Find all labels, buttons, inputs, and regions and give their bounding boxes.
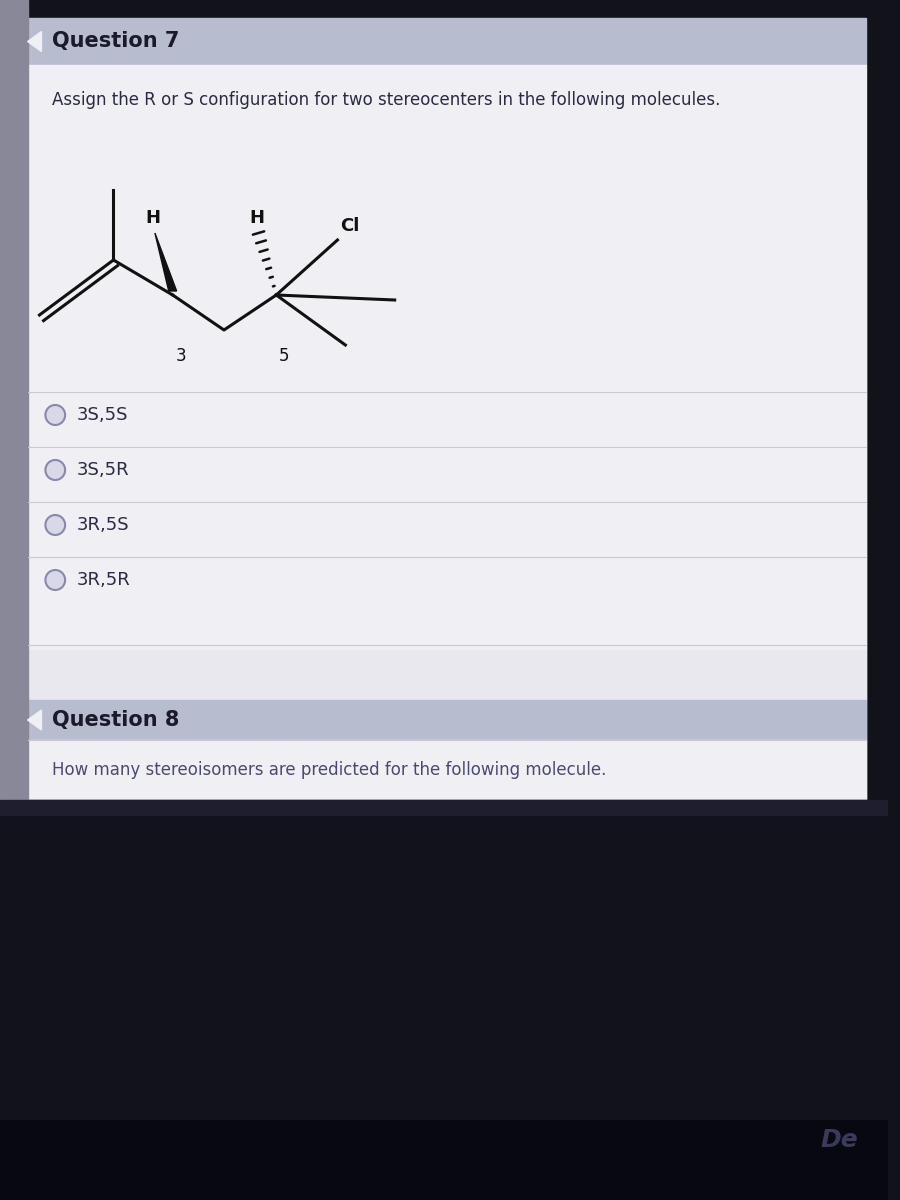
Text: H: H [249,209,264,227]
FancyBboxPatch shape [28,740,867,800]
FancyBboxPatch shape [28,65,867,650]
Polygon shape [28,31,41,52]
Text: 3S,5R: 3S,5R [77,461,130,479]
Text: Question 8: Question 8 [52,710,180,730]
Circle shape [45,460,65,480]
Text: De: De [821,1128,859,1152]
Text: 3R,5R: 3R,5R [77,571,130,589]
Text: H: H [146,209,160,227]
Text: Cl: Cl [340,217,360,235]
Text: 5: 5 [279,347,290,365]
Text: 3: 3 [176,347,186,365]
FancyBboxPatch shape [28,18,867,65]
Circle shape [45,570,65,590]
Text: Question 7: Question 7 [52,31,180,52]
FancyBboxPatch shape [28,700,867,740]
Polygon shape [28,710,41,730]
Text: 3R,5S: 3R,5S [77,516,130,534]
FancyBboxPatch shape [28,650,867,700]
FancyBboxPatch shape [0,800,888,1200]
FancyBboxPatch shape [0,0,28,800]
Polygon shape [155,233,176,290]
Text: How many stereoisomers are predicted for the following molecule.: How many stereoisomers are predicted for… [52,761,607,779]
FancyBboxPatch shape [0,1120,888,1200]
Circle shape [45,515,65,535]
Circle shape [45,404,65,425]
FancyBboxPatch shape [0,800,888,815]
Text: 3S,5S: 3S,5S [77,406,129,424]
Text: Assign the R or S configuration for two stereocenters in the following molecules: Assign the R or S configuration for two … [52,91,721,109]
FancyBboxPatch shape [28,200,867,810]
